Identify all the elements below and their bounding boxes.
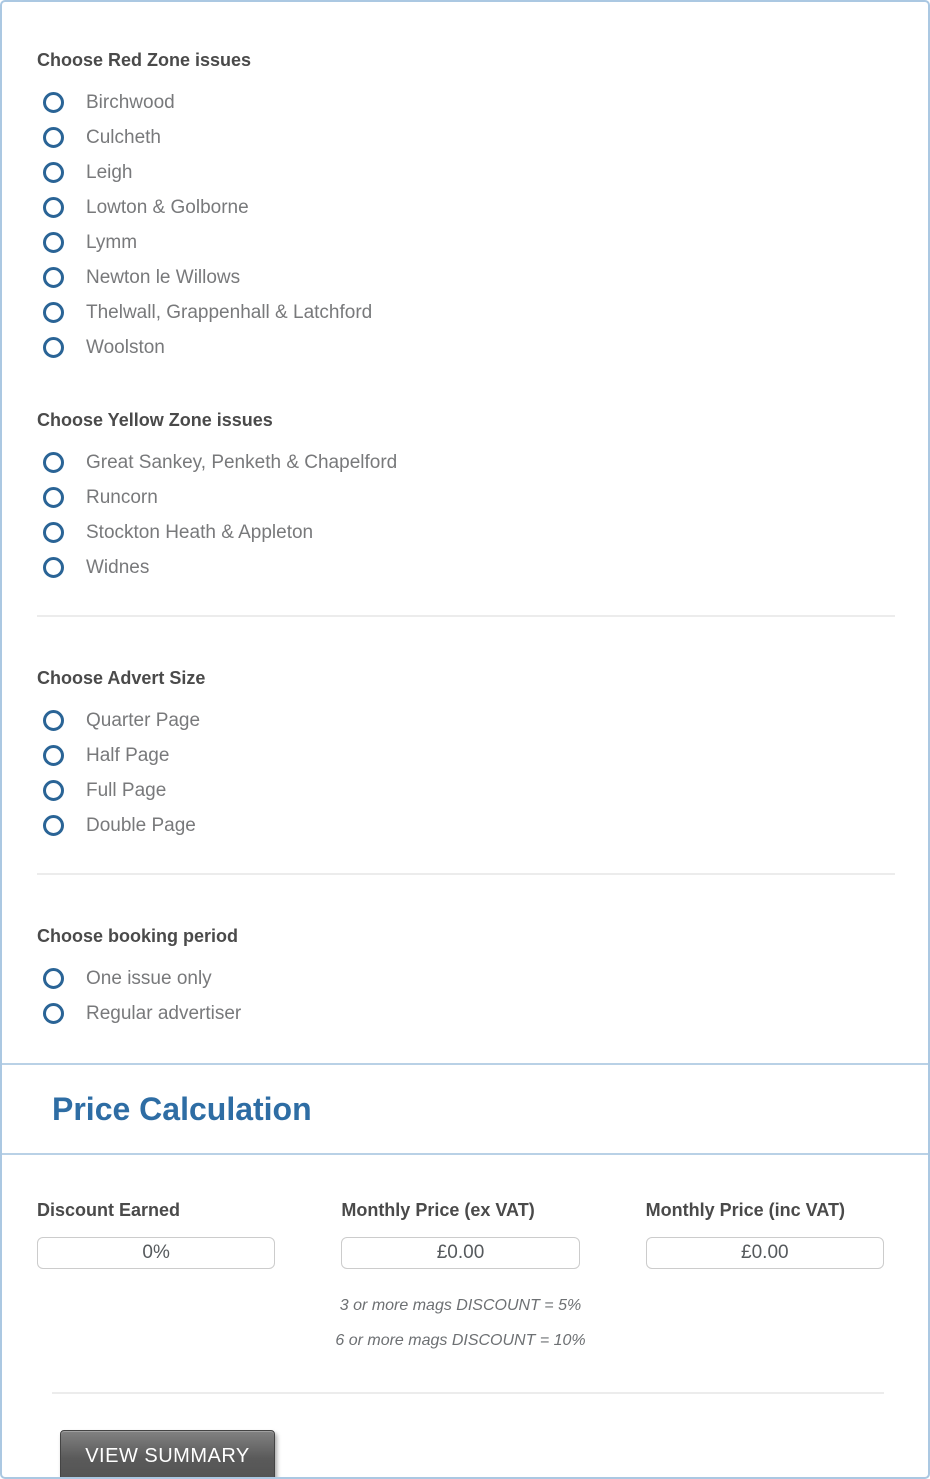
radio-option-label: Birchwood [86,91,175,113]
radio-option-runcorn[interactable]: Runcorn [37,480,895,515]
radio-button-icon[interactable] [43,968,64,989]
radio-option-label: Woolston [86,336,165,358]
radio-option-label: Lymm [86,231,138,253]
radio-option-widnes[interactable]: Widnes [37,550,895,585]
radio-option-quarter-page[interactable]: Quarter Page [37,703,895,738]
discount-earned-label: Discount Earned [37,1200,181,1220]
radio-option-leigh[interactable]: Leigh [37,155,895,190]
monthly-price-ex-vat-value[interactable]: £0.00 [341,1237,580,1269]
monthly-price-inc-vat-label: Monthly Price (inc VAT) [645,1200,846,1220]
radio-option-birchwood[interactable]: Birchwood [37,85,895,120]
radio-option-label: Stockton Heath & Appleton [86,521,314,543]
radio-button-icon[interactable] [43,487,64,508]
price-calculation-body: Discount Earned 0% Monthly Price (ex VAT… [2,1199,928,1477]
radio-button-icon[interactable] [43,337,64,358]
red-zone-heading: Choose Red Zone issues [37,50,252,70]
radio-option-one-issue-only[interactable]: One issue only [37,961,895,996]
radio-option-label: Runcorn [86,486,158,508]
radio-option-thelwall-grappenhall-latchford[interactable]: Thelwall, Grappenhall & Latchford [37,295,895,330]
discount-earned-field: Discount Earned 0% [37,1199,276,1269]
radio-option-label: Full Page [86,779,167,801]
radio-button-icon[interactable] [43,162,64,183]
view-summary-button[interactable]: VIEW SUMMARY [60,1430,275,1477]
radio-option-stockton-heath-appleton[interactable]: Stockton Heath & Appleton [37,515,895,550]
radio-button-icon[interactable] [43,92,64,113]
section-red-zone: Choose Red Zone issues Birchwood Culchet… [37,47,895,365]
radio-button-icon[interactable] [43,780,64,801]
radio-button-icon[interactable] [43,267,64,288]
radio-option-woolston[interactable]: Woolston [37,330,895,365]
price-calculation-title: Price Calculation [52,1091,312,1127]
radio-option-label: One issue only [86,967,212,989]
radio-option-newton-le-willows[interactable]: Newton le Willows [37,260,895,295]
radio-button-icon[interactable] [43,745,64,766]
price-fields-row: Discount Earned 0% Monthly Price (ex VAT… [37,1199,884,1269]
radio-button-icon[interactable] [43,452,64,473]
radio-option-label: Newton le Willows [86,266,241,288]
radio-button-icon[interactable] [43,710,64,731]
radio-option-regular-advertiser[interactable]: Regular advertiser [37,996,895,1031]
radio-option-lymm[interactable]: Lymm [37,225,895,260]
radio-option-half-page[interactable]: Half Page [37,738,895,773]
section-divider [37,615,895,617]
radio-option-label: Double Page [86,814,196,836]
radio-button-icon[interactable] [43,557,64,578]
monthly-price-inc-vat-value[interactable]: £0.00 [645,1237,884,1269]
discount-note-10-percent: 6 or more mags DISCOUNT = 10% [335,1332,586,1349]
radio-option-label: Widnes [86,556,150,578]
radio-button-icon[interactable] [43,522,64,543]
discount-note-5-percent: 3 or more mags DISCOUNT = 5% [339,1297,582,1314]
section-yellow-zone: Choose Yellow Zone issues Great Sankey, … [37,407,895,585]
yellow-zone-heading: Choose Yellow Zone issues [37,410,273,430]
radio-option-double-page[interactable]: Double Page [37,808,895,843]
booking-period-heading: Choose booking period [37,926,238,946]
monthly-price-ex-vat-field: Monthly Price (ex VAT) £0.00 [341,1199,580,1269]
advert-size-heading: Choose Advert Size [37,668,206,688]
radio-option-label: Leigh [86,161,133,183]
radio-option-label: Quarter Page [86,709,201,731]
radio-button-icon[interactable] [43,197,64,218]
monthly-price-inc-vat-field: Monthly Price (inc VAT) £0.00 [645,1199,884,1269]
form-area: Choose Red Zone issues Birchwood Culchet… [2,2,928,1039]
radio-button-icon[interactable] [43,302,64,323]
radio-button-icon[interactable] [43,127,64,148]
discount-earned-value[interactable]: 0% [37,1237,276,1269]
radio-option-label: Regular advertiser [86,1002,242,1024]
radio-option-label: Lowton & Golborne [86,196,249,218]
radio-option-label: Thelwall, Grappenhall & Latchford [86,301,373,323]
section-advert-size: Choose Advert Size Quarter Page Half Pag… [37,665,895,843]
monthly-price-ex-vat-label: Monthly Price (ex VAT) [341,1200,535,1220]
radio-option-great-sankey-penketh-chapelford[interactable]: Great Sankey, Penketh & Chapelford [37,445,895,480]
radio-button-icon[interactable] [43,232,64,253]
footer-divider [52,1392,884,1394]
radio-button-icon[interactable] [43,1003,64,1024]
price-calculation-header-band: Price Calculation [2,1063,928,1155]
radio-option-culcheth[interactable]: Culcheth [37,120,895,155]
radio-button-icon[interactable] [43,815,64,836]
section-divider [37,873,895,875]
radio-option-label: Culcheth [86,126,161,148]
radio-option-label: Half Page [86,744,170,766]
section-booking-period: Choose booking period One issue only Reg… [37,923,895,1031]
radio-option-full-page[interactable]: Full Page [37,773,895,808]
radio-option-label: Great Sankey, Penketh & Chapelford [86,451,398,473]
radio-option-lowton-golborne[interactable]: Lowton & Golborne [37,190,895,225]
